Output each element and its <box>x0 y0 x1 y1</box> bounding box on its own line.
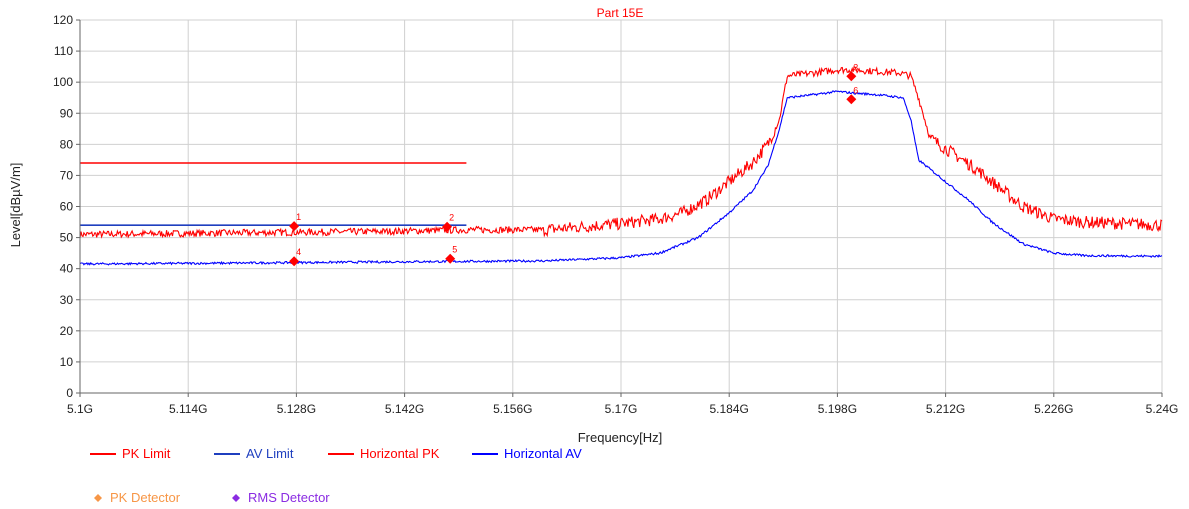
y-tick-label: 120 <box>53 13 73 27</box>
detector-marker-label: 2 <box>449 213 454 223</box>
x-tick-label: 5.212G <box>926 402 965 416</box>
x-tick-label: 5.128G <box>277 402 316 416</box>
detector-marker-label: 4 <box>296 247 301 257</box>
y-axis-title: Level[dBµV/m] <box>8 163 23 248</box>
y-tick-label: 60 <box>60 200 74 214</box>
x-tick-label: 5.24G <box>1146 402 1179 416</box>
x-tick-label: 5.156G <box>493 402 532 416</box>
chart-title: Part 15E <box>597 6 644 20</box>
x-tick-label: 5.184G <box>710 402 749 416</box>
series-horizontal-av <box>79 90 1163 266</box>
legend-swatch-rms-detector <box>232 494 240 502</box>
x-tick-label: 5.142G <box>385 402 424 416</box>
detector-marker-5 <box>445 253 456 264</box>
x-tick-label: 5.114G <box>169 402 207 416</box>
detector-marker-label: 5 <box>452 245 457 255</box>
y-tick-label: 30 <box>60 293 74 307</box>
legend-label-horizontal-av: Horizontal AV <box>504 446 582 461</box>
y-tick-label: 10 <box>60 355 74 369</box>
detector-marker-1 <box>289 221 300 232</box>
y-tick-label: 90 <box>60 106 74 120</box>
detector-marker-label: 3 <box>853 62 858 72</box>
detector-marker-label: 6 <box>853 85 858 95</box>
legend-swatch-pk-detector <box>94 494 102 502</box>
y-tick-label: 80 <box>60 137 74 151</box>
legend-label-pk-detector: PK Detector <box>110 490 181 505</box>
detector-marker-6 <box>846 94 857 105</box>
detector-marker-4 <box>289 256 300 267</box>
y-tick-label: 40 <box>60 262 74 276</box>
legend-label-horizontal-pk: Horizontal PK <box>360 446 440 461</box>
detector-marker-2 <box>442 221 453 232</box>
y-tick-label: 100 <box>53 75 73 89</box>
detector-marker-3 <box>846 71 857 82</box>
y-tick-label: 110 <box>54 44 73 58</box>
series-horizontal-pk <box>79 65 1163 239</box>
marker-layer: 1 2 3 4 5 6 <box>289 62 858 267</box>
y-tick-label: 20 <box>60 324 74 338</box>
x-axis-title: Frequency[Hz] <box>578 430 663 445</box>
grid-layer <box>79 19 1163 394</box>
series-layer <box>79 65 1163 266</box>
axis-layer: 0 10 20 30 40 50 60 70 80 90 100 110 120 5.1G 5.114G 5.… <box>53 13 1178 416</box>
legend-label-rms-detector: RMS Detector <box>248 490 330 505</box>
x-tick-label: 5.198G <box>818 402 857 416</box>
legend-label-av-limit: AV Limit <box>246 446 294 461</box>
y-tick-label: 70 <box>60 168 74 182</box>
legend: PK Limit AV Limit Horizontal PK Horizontal … <box>90 446 582 505</box>
legend-label-pk-limit: PK Limit <box>122 446 171 461</box>
x-tick-label: 5.1G <box>67 402 93 416</box>
y-tick-label: 0 <box>66 386 73 400</box>
x-tick-label: 5.17G <box>605 402 638 416</box>
y-tick-label: 50 <box>60 231 74 245</box>
detector-marker-label: 1 <box>296 212 301 222</box>
x-tick-label: 5.226G <box>1034 402 1073 416</box>
